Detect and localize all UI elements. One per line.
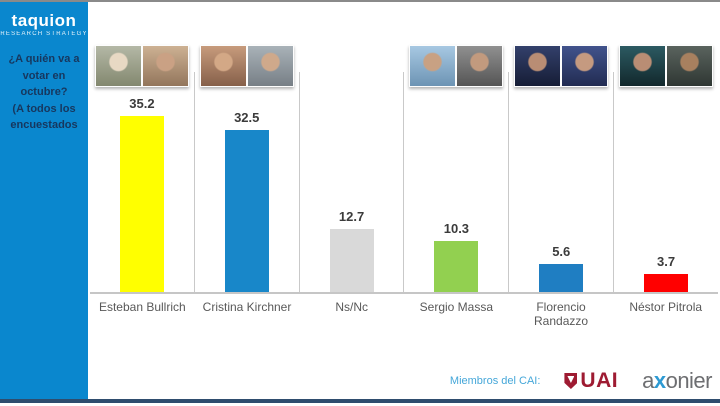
bar xyxy=(539,264,584,292)
category-label: Cristina Kirchner xyxy=(202,300,292,314)
photo-tile xyxy=(515,46,561,86)
taquion-logo-text: taquion xyxy=(11,11,77,30)
taquion-logo: taquion RESEARCH STRATEGY xyxy=(0,12,88,37)
bar-value-label: 3.7 xyxy=(657,253,676,269)
photo-tile xyxy=(667,46,713,86)
bar xyxy=(329,228,374,292)
taquion-logo-subtext: RESEARCH STRATEGY xyxy=(0,31,88,37)
axonier-logo-text: onier xyxy=(665,368,713,393)
bar-value-label: 12.7 xyxy=(338,208,365,224)
uai-logo-text: UAI xyxy=(580,369,619,392)
candidate-photo xyxy=(409,45,504,87)
poll-question: ¿A quién va a votar en octubre? (A todos… xyxy=(8,53,80,131)
category-labels: Esteban Bullrich Cristina Kirchner Ns/Nc Se… xyxy=(90,300,718,328)
candidate-photo xyxy=(94,45,189,87)
photo-tile xyxy=(620,46,666,86)
category-label: Florencio Randazzo xyxy=(534,300,589,328)
photo-tile xyxy=(247,46,293,86)
axonier-x-glyph: x xyxy=(653,368,666,393)
photo-tile xyxy=(562,46,608,86)
chart-column: 35.2 xyxy=(90,45,194,292)
bar xyxy=(434,240,479,292)
candidate-photo xyxy=(514,45,609,87)
bar-value-label: 35.2 xyxy=(129,96,155,111)
uai-shield-icon xyxy=(564,373,578,389)
bar-value-label: 10.3 xyxy=(443,220,470,236)
chart-column: 12.7 xyxy=(298,72,404,292)
chart-plot: 35.2 32.5 12.7 10.3 5.6 3.7 xyxy=(90,45,718,294)
bar-value-label: 5.6 xyxy=(552,244,571,259)
bar xyxy=(224,129,269,292)
uai-logo: UAI xyxy=(564,369,618,393)
photo-tile xyxy=(457,46,503,86)
axonier-logo-text: a xyxy=(642,368,654,393)
sidebar: taquion RESEARCH STRATEGY ¿A quién va a … xyxy=(0,2,88,399)
bar xyxy=(644,273,689,292)
photo-tile xyxy=(95,46,141,86)
axonier-logo: axonier xyxy=(642,368,712,394)
candidate-photo xyxy=(619,45,714,87)
bar xyxy=(119,116,164,292)
photo-tile xyxy=(142,46,188,86)
category-label: Néstor Pitrola xyxy=(629,300,703,314)
photo-tile xyxy=(200,46,246,86)
category-label: Esteban Bullrich xyxy=(98,300,186,314)
chart-column: 5.6 xyxy=(508,45,613,292)
bar-value-label: 32.5 xyxy=(234,109,260,125)
slide-bottom-bar xyxy=(0,399,720,403)
candidate-photo xyxy=(199,45,294,87)
chart-column: 3.7 xyxy=(613,45,718,292)
chart-column: 10.3 xyxy=(403,45,508,292)
slide-top-border xyxy=(0,0,720,2)
category-label: Sergio Massa xyxy=(419,300,494,314)
chart-column: 32.5 xyxy=(193,45,299,292)
category-label: Ns/Nc xyxy=(335,300,369,314)
footer: Miembros del CAI: UAI axonier xyxy=(449,368,713,394)
photo-tile xyxy=(410,46,456,86)
members-label: Miembros del CAI: xyxy=(449,375,541,387)
